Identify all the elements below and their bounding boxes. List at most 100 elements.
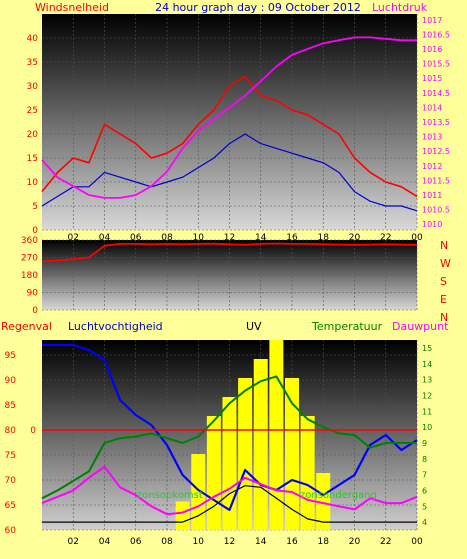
dewpoint-line xyxy=(41,465,418,516)
humidity-line xyxy=(42,343,418,512)
pressure-ticks: 1010 1010.5 1011 1011.5 1012 1012.5 1013 1013.5… xyxy=(422,16,450,229)
page-title: 24 hour graph day : 09 October 2012 xyxy=(155,1,361,14)
wind-speed-line xyxy=(41,75,418,198)
pressure-tick-label: 1015 xyxy=(422,74,442,83)
wind-average-line xyxy=(41,133,418,212)
x-tick-label: 10 xyxy=(193,537,205,547)
x-tick-label: 04 xyxy=(99,537,111,547)
temperature-tick-label: 7 xyxy=(422,471,427,480)
direction-tick-label: 0 xyxy=(32,306,38,316)
wind-tick-label: 10 xyxy=(27,178,39,188)
humidity-tick-label: 75 xyxy=(5,451,16,461)
wind-pressure-grid xyxy=(42,14,418,231)
temperature-tick-label: 12 xyxy=(422,391,432,400)
x-tick-label: 12 xyxy=(224,537,235,547)
humidity-tick-label: 85 xyxy=(5,401,16,411)
pressure-axis-label: Luchtdruk xyxy=(372,1,428,14)
pressure-line xyxy=(41,36,417,199)
x-tick-label: 22 xyxy=(380,537,391,547)
pressure-tick-label: 1011 xyxy=(422,191,442,200)
pressure-tick-label: 1012.5 xyxy=(422,147,450,156)
wind-tick-label: 40 xyxy=(27,34,39,44)
x-tick-label: 18 xyxy=(318,537,330,547)
wind-direction-line xyxy=(41,242,418,263)
wind-direction-ticks: 0 90 180 270 360 xyxy=(21,236,38,316)
temperature-tick-label: 5 xyxy=(422,502,427,511)
uv-bar xyxy=(269,340,284,530)
temperature-line xyxy=(41,375,417,500)
humidity-tick-label: 65 xyxy=(5,501,16,511)
wind-direction-grid xyxy=(42,239,418,311)
pressure-tick-label: 1010 xyxy=(422,220,442,229)
temperature-tick-label: 13 xyxy=(422,376,432,385)
pressure-tick-label: 1014.5 xyxy=(422,89,450,98)
x-tick-label: 22 xyxy=(380,233,391,243)
humidity-tick-label: 60 xyxy=(5,526,17,536)
uv-bar xyxy=(300,416,315,530)
dewpoint-axis-label: Dauwpunt xyxy=(392,320,449,333)
x-tick-label: 02 xyxy=(68,537,79,547)
x-tick-label: 00 xyxy=(411,233,423,243)
sunset-label: zonsondergang xyxy=(300,490,377,501)
uv-bar xyxy=(206,416,221,530)
pressure-tick-label: 1015.5 xyxy=(422,60,450,69)
wind-tick-label: 35 xyxy=(27,58,38,68)
compass-letter: S xyxy=(440,275,447,288)
x-tick-label: 08 xyxy=(161,233,173,243)
x-tick-label: 00 xyxy=(411,537,423,547)
x-tick-label: 20 xyxy=(349,233,361,243)
compass-letter: W xyxy=(440,257,451,270)
humidity-temp-lines xyxy=(41,343,418,523)
temperature-tick-label: 11 xyxy=(422,407,432,416)
temperature-tick-label: 14 xyxy=(422,360,432,369)
temperature-axis-label: Temperatuur xyxy=(311,320,383,333)
wind-pressure-lines xyxy=(41,36,418,212)
direction-tick-label: 270 xyxy=(21,254,38,264)
temperature-tick-label: 9 xyxy=(422,439,427,448)
direction-tick-label: 90 xyxy=(27,289,39,299)
wind-direction-line xyxy=(41,242,418,263)
x-tick-label: 16 xyxy=(286,233,298,243)
wind-tick-label: 0 xyxy=(32,226,38,236)
x-tick-label: 18 xyxy=(318,233,330,243)
wind-tick-label: 20 xyxy=(27,130,39,140)
pressure-tick-label: 1012 xyxy=(422,162,442,171)
uv-bar xyxy=(191,454,206,530)
rain-axis-label: Regenval xyxy=(1,320,52,333)
uv-label: UV xyxy=(246,320,262,333)
x-tick-label: 16 xyxy=(286,537,298,547)
wind-tick-label: 25 xyxy=(27,106,38,116)
humidity-axis-label: Luchtvochtigheid xyxy=(68,320,163,333)
pressure-tick-label: 1016 xyxy=(422,45,442,54)
x-tick-label: 14 xyxy=(255,537,267,547)
direction-tick-label: 360 xyxy=(21,236,38,246)
humidity-tick-label: 95 xyxy=(5,351,16,361)
wind-time-ticks: 02 04 06 08 10 12 14 16 18 20 22 00 xyxy=(68,233,423,243)
pressure-tick-label: 1014 xyxy=(422,103,442,112)
compass-letter: N xyxy=(440,239,448,252)
temperature-tick-label: 4 xyxy=(422,518,427,527)
wind-tick-label: 15 xyxy=(27,154,38,164)
humidity-tick-label: 80 xyxy=(5,426,17,436)
humidity-tick-label: 70 xyxy=(5,476,17,486)
sunrise-label: zonsopkomst xyxy=(137,490,203,501)
temperature-tick-label: 10 xyxy=(422,423,432,432)
x-tick-label: 06 xyxy=(130,537,142,547)
uv-bar xyxy=(316,473,331,530)
temperature-tick-label: 6 xyxy=(422,486,427,495)
x-tick-label: 20 xyxy=(349,537,361,547)
pressure-tick-label: 1013 xyxy=(422,133,442,142)
wind-tick-label: 5 xyxy=(32,202,38,212)
x-tick-label: 12 xyxy=(224,233,235,243)
x-tick-label: 02 xyxy=(68,233,79,243)
uv-bar xyxy=(175,501,190,530)
x-tick-label: 06 xyxy=(130,233,142,243)
compass-letter: E xyxy=(440,293,447,306)
compass-letter: N xyxy=(440,311,448,324)
pressure-tick-label: 1013.5 xyxy=(422,118,450,127)
temperature-ticks: 4 5 6 7 8 9 10 11 12 13 14 15 xyxy=(422,344,432,527)
temperature-tick-label: 8 xyxy=(422,455,427,464)
